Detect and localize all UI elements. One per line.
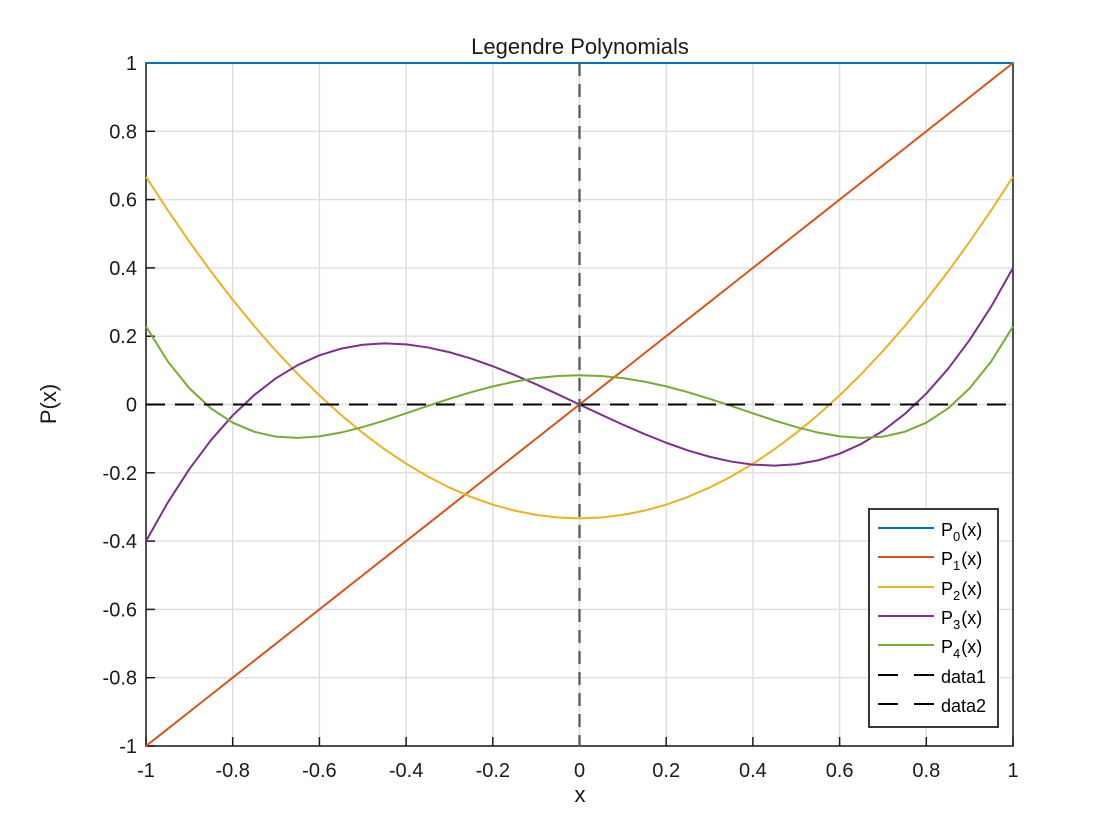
legend-label-P1: P1(x) — [941, 549, 983, 574]
x-tick-label: -0.2 — [476, 760, 510, 782]
series-P2x — [145, 176, 1014, 520]
y-tick-label: -0.6 — [103, 599, 137, 621]
legend-line-sample-P3 — [878, 609, 934, 627]
legend-label-P0: P0(x) — [941, 519, 983, 544]
y-tick-label: -1 — [119, 736, 137, 758]
legend-label-P4: P4(x) — [941, 637, 983, 662]
x-tick-label: 0.6 — [826, 760, 854, 782]
legend-label-P3: P3(x) — [941, 607, 983, 632]
legend-entry-P2: P2(x) — [870, 575, 997, 603]
legend-line-sample-P4 — [878, 638, 934, 656]
y-tick-label: 0 — [126, 395, 137, 417]
legend: P0(x) P1(x) P2(x) P3(x) P4(x) data1 data2 — [868, 508, 999, 728]
y-tick-label: 0.6 — [109, 190, 137, 212]
legend-line-sample-P1 — [878, 550, 934, 568]
x-tick-label: 0.8 — [912, 760, 940, 782]
x-tick-label: 1 — [1007, 760, 1018, 782]
legend-line-sample-data2 — [878, 697, 934, 715]
x-tick-label: 0 — [574, 760, 585, 782]
chart-title: Legendre Polynomials — [471, 34, 689, 59]
x-tick-label: -0.8 — [215, 760, 249, 782]
x-tick-label: -1 — [137, 760, 155, 782]
legend-label-P2: P2(x) — [941, 578, 983, 603]
legend-line-sample-P2 — [878, 580, 934, 598]
legend-entry-P1: P1(x) — [870, 545, 997, 573]
y-tick-label: 0.4 — [109, 258, 137, 280]
y-tick-label: -0.2 — [103, 463, 137, 485]
legend-entry-P3: P3(x) — [870, 604, 997, 632]
legend-entry-data1: data1 — [870, 663, 997, 691]
x-tick-label: 0.2 — [652, 760, 680, 782]
y-tick-label: 0.8 — [109, 121, 137, 143]
y-axis-label: P(x) — [36, 383, 61, 425]
x-tick-label: -0.6 — [302, 760, 336, 782]
x-axis-label: x — [574, 782, 586, 807]
legend-line-sample-P0 — [878, 521, 934, 539]
x-tick-label: -0.4 — [389, 760, 423, 782]
legend-label-data2: data2 — [941, 696, 987, 717]
legend-line-sample-data1 — [878, 668, 934, 686]
series-P4x — [145, 325, 1014, 439]
x-tick-label: 0.4 — [739, 760, 767, 782]
legend-entry-P4: P4(x) — [870, 633, 997, 661]
legend-entry-P0: P0(x) — [870, 516, 997, 544]
legend-entry-data2: data2 — [870, 692, 997, 720]
legend-label-data1: data1 — [941, 666, 987, 687]
y-tick-label: -0.8 — [103, 668, 137, 690]
y-tick-label: 1 — [126, 53, 137, 75]
y-tick-label: -0.4 — [103, 531, 137, 553]
y-tick-label: 0.2 — [109, 326, 137, 348]
